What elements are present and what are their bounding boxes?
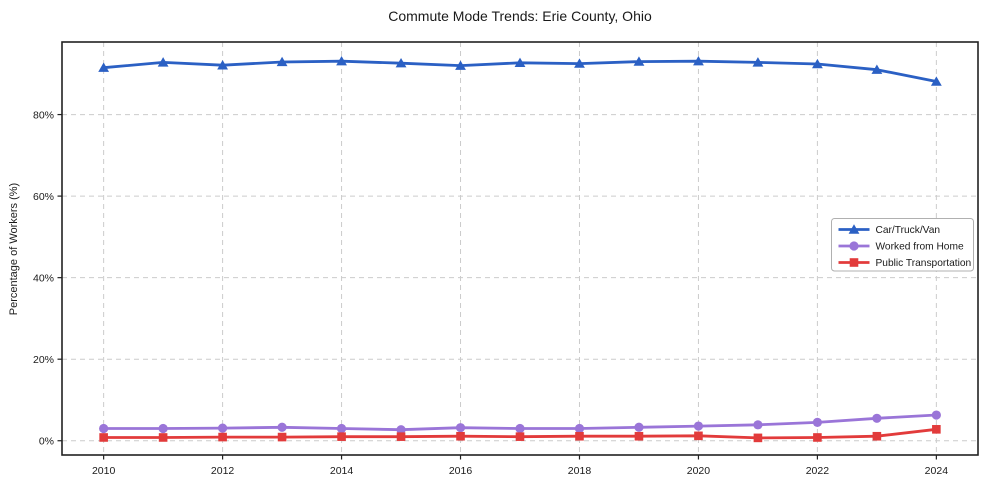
triangle-marker bbox=[574, 58, 585, 68]
x-tick-label: 2022 bbox=[806, 465, 830, 477]
circle-marker bbox=[872, 413, 882, 423]
square-marker bbox=[753, 433, 763, 443]
triangle-marker bbox=[930, 76, 942, 86]
square-marker bbox=[634, 431, 644, 441]
square-marker bbox=[515, 432, 525, 441]
plot-frame bbox=[61, 41, 979, 456]
y-axis-label: Percentage of Workers (%) bbox=[8, 182, 20, 316]
circle-marker bbox=[753, 420, 763, 430]
circle-marker bbox=[693, 421, 704, 431]
triangle-marker bbox=[336, 55, 347, 66]
square-marker bbox=[337, 432, 346, 441]
x-tick-label: 2014 bbox=[330, 465, 354, 477]
y-tick-label: 0% bbox=[39, 436, 54, 448]
triangle-marker bbox=[157, 57, 169, 67]
x-tick-label: 2016 bbox=[449, 465, 473, 477]
square-marker bbox=[456, 431, 465, 441]
triangle-marker bbox=[455, 60, 466, 70]
triangle-marker bbox=[395, 58, 407, 68]
series-public-transportation bbox=[99, 425, 941, 443]
legend-entry-worked-from-home: Worked from Home bbox=[838, 241, 964, 253]
legend-circle-marker bbox=[849, 241, 859, 251]
legend-entry-public-transportation: Public Transportation bbox=[838, 258, 972, 269]
x-tick-label: 2012 bbox=[211, 465, 235, 477]
circle-marker bbox=[634, 422, 644, 432]
x-tick-label: 2010 bbox=[92, 465, 116, 477]
square-marker bbox=[99, 433, 108, 442]
square-marker bbox=[575, 431, 584, 441]
triangle-marker bbox=[217, 60, 228, 70]
triangle-marker bbox=[693, 55, 704, 66]
square-marker bbox=[813, 433, 822, 442]
circle-marker bbox=[277, 422, 287, 432]
square-marker bbox=[158, 433, 168, 442]
circle-marker bbox=[812, 417, 823, 427]
legend-box bbox=[831, 218, 974, 272]
triangle-marker bbox=[871, 64, 883, 74]
legend-label: Worked from Home bbox=[876, 242, 964, 253]
circle-marker bbox=[515, 423, 525, 434]
ticks bbox=[57, 113, 937, 460]
triangle-marker bbox=[276, 56, 288, 67]
y-tick-label: 60% bbox=[33, 191, 54, 203]
circle-marker bbox=[931, 410, 941, 420]
legend-label: Public Transportation bbox=[876, 258, 972, 269]
circle-marker bbox=[574, 423, 585, 434]
square-marker bbox=[218, 432, 227, 442]
triangle-marker bbox=[633, 56, 645, 66]
legend-entry-car-truck-van: Car/Truck/Van bbox=[838, 224, 941, 236]
tick-labels: 2010 2012 2014 2016 2018 2020 2022 2024 0% 20% 40%… bbox=[33, 109, 948, 477]
square-marker bbox=[932, 425, 941, 434]
triangle-marker bbox=[752, 57, 764, 67]
x-tick-label: 2024 bbox=[925, 465, 949, 477]
legend-square-marker bbox=[849, 258, 859, 267]
circle-marker bbox=[455, 423, 466, 433]
chart-title: Commute Mode Trends: Erie County, Ohio bbox=[388, 8, 652, 24]
circle-marker bbox=[396, 425, 406, 435]
triangle-marker bbox=[98, 62, 110, 72]
x-tick-label: 2020 bbox=[687, 465, 711, 477]
square-marker bbox=[277, 432, 287, 442]
x-tick-label: 2018 bbox=[568, 465, 592, 477]
circle-marker bbox=[217, 423, 228, 433]
grid bbox=[62, 42, 978, 455]
circle-marker bbox=[99, 423, 109, 434]
legend-label: Car/Truck/Van bbox=[876, 225, 941, 236]
square-marker bbox=[872, 431, 882, 441]
triangle-marker bbox=[812, 58, 823, 69]
y-tick-label: 80% bbox=[33, 109, 54, 121]
y-tick-label: 20% bbox=[33, 354, 54, 366]
legend: Car/Truck/Van Worked from Home Public Tran… bbox=[831, 218, 974, 272]
legend-triangle-marker bbox=[848, 224, 860, 234]
series-car-truck-van bbox=[98, 55, 942, 86]
circle-marker bbox=[158, 423, 168, 434]
square-marker bbox=[694, 431, 703, 441]
square-marker bbox=[396, 432, 406, 441]
series-worked-from-home bbox=[99, 410, 941, 435]
circle-marker bbox=[336, 423, 347, 434]
triangle-marker bbox=[514, 57, 526, 67]
y-tick-label: 40% bbox=[33, 272, 54, 284]
